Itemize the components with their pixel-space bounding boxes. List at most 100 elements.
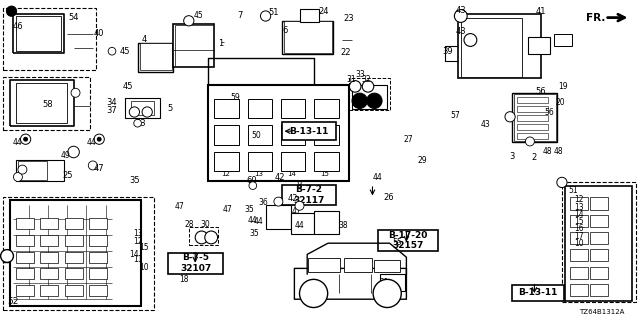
Circle shape <box>367 93 382 108</box>
Bar <box>590 197 608 210</box>
Circle shape <box>249 182 257 189</box>
Text: 14: 14 <box>287 172 296 177</box>
Text: 44: 44 <box>294 221 305 230</box>
Text: 43: 43 <box>480 120 490 129</box>
Bar <box>314 99 339 118</box>
Circle shape <box>295 201 304 210</box>
Bar <box>65 218 83 229</box>
Text: 24: 24 <box>318 7 328 16</box>
Text: 35: 35 <box>250 229 260 238</box>
Circle shape <box>68 146 79 158</box>
Text: 42: 42 <box>288 194 298 203</box>
Text: FR.: FR. <box>586 12 605 23</box>
Text: 12: 12 <box>575 196 584 204</box>
Bar <box>314 125 339 145</box>
Bar <box>528 37 550 54</box>
Circle shape <box>184 16 194 26</box>
Bar <box>89 252 107 263</box>
Bar <box>562 182 636 302</box>
Bar <box>308 258 340 272</box>
Text: 47: 47 <box>174 202 184 211</box>
Bar <box>248 152 272 171</box>
Text: 44: 44 <box>86 138 97 147</box>
Text: 40: 40 <box>94 29 104 38</box>
Text: TZ64B1312A: TZ64B1312A <box>579 309 624 315</box>
Bar <box>40 235 58 246</box>
Text: 13: 13 <box>132 229 143 238</box>
Bar <box>565 186 632 301</box>
Bar <box>16 235 34 246</box>
Circle shape <box>142 107 152 117</box>
Text: B-7-2
32117: B-7-2 32117 <box>293 185 324 205</box>
Bar <box>40 218 58 229</box>
Text: 25: 25 <box>62 172 72 180</box>
Bar <box>138 43 173 72</box>
Bar <box>16 252 34 263</box>
Circle shape <box>6 6 17 16</box>
Text: 43: 43 <box>456 6 466 15</box>
Bar <box>590 284 608 296</box>
Text: 52: 52 <box>7 297 19 306</box>
Text: 44: 44 <box>248 216 258 225</box>
Text: 39: 39 <box>443 47 453 56</box>
Circle shape <box>97 137 101 141</box>
Text: 26: 26 <box>384 193 394 202</box>
Text: 27: 27 <box>403 135 413 144</box>
Bar <box>173 24 214 67</box>
Bar <box>131 101 154 115</box>
Bar <box>89 285 107 296</box>
Bar <box>281 125 305 145</box>
Bar <box>517 115 548 121</box>
Circle shape <box>129 107 140 117</box>
Text: 59: 59 <box>230 93 241 102</box>
Bar <box>314 152 339 171</box>
Circle shape <box>24 137 28 141</box>
Bar <box>458 14 541 78</box>
Text: 48: 48 <box>542 148 552 156</box>
Bar <box>282 21 333 54</box>
Bar <box>378 230 438 251</box>
Bar <box>65 285 83 296</box>
Text: 16: 16 <box>574 224 584 233</box>
Bar <box>16 160 64 181</box>
Text: 4: 4 <box>141 36 147 44</box>
Bar <box>517 106 548 112</box>
Text: 47: 47 <box>291 207 301 216</box>
Text: 55: 55 <box>392 238 402 247</box>
Circle shape <box>134 119 141 127</box>
Bar <box>16 285 34 296</box>
Text: B-13-11: B-13-11 <box>518 288 558 297</box>
Circle shape <box>352 93 367 108</box>
Text: 49: 49 <box>61 151 71 160</box>
Bar <box>570 284 588 296</box>
Text: 19: 19 <box>558 82 568 91</box>
Bar <box>570 197 588 210</box>
Text: 20: 20 <box>555 98 565 107</box>
Bar <box>125 98 160 118</box>
Text: 15: 15 <box>139 244 149 252</box>
Text: 10: 10 <box>574 239 584 248</box>
Circle shape <box>18 165 27 174</box>
Text: 8: 8 <box>297 181 302 190</box>
Circle shape <box>300 279 328 308</box>
Text: 15: 15 <box>574 217 584 226</box>
Text: 32: 32 <box>361 75 371 84</box>
Text: 56: 56 <box>544 108 554 117</box>
Text: 47: 47 <box>94 164 104 173</box>
Bar <box>570 232 588 244</box>
Text: 46: 46 <box>13 22 23 31</box>
Bar <box>65 268 83 279</box>
Text: 12: 12 <box>133 237 142 246</box>
Text: 11: 11 <box>133 255 142 264</box>
Bar <box>40 252 58 263</box>
Bar <box>284 21 332 53</box>
Bar <box>40 268 58 279</box>
Circle shape <box>274 197 283 206</box>
Text: B-13-11: B-13-11 <box>289 127 328 136</box>
Bar <box>10 200 141 306</box>
Circle shape <box>1 250 13 262</box>
Bar <box>3 8 96 70</box>
Text: 14: 14 <box>574 210 584 219</box>
Text: 51: 51 <box>268 8 278 17</box>
Circle shape <box>454 10 467 22</box>
